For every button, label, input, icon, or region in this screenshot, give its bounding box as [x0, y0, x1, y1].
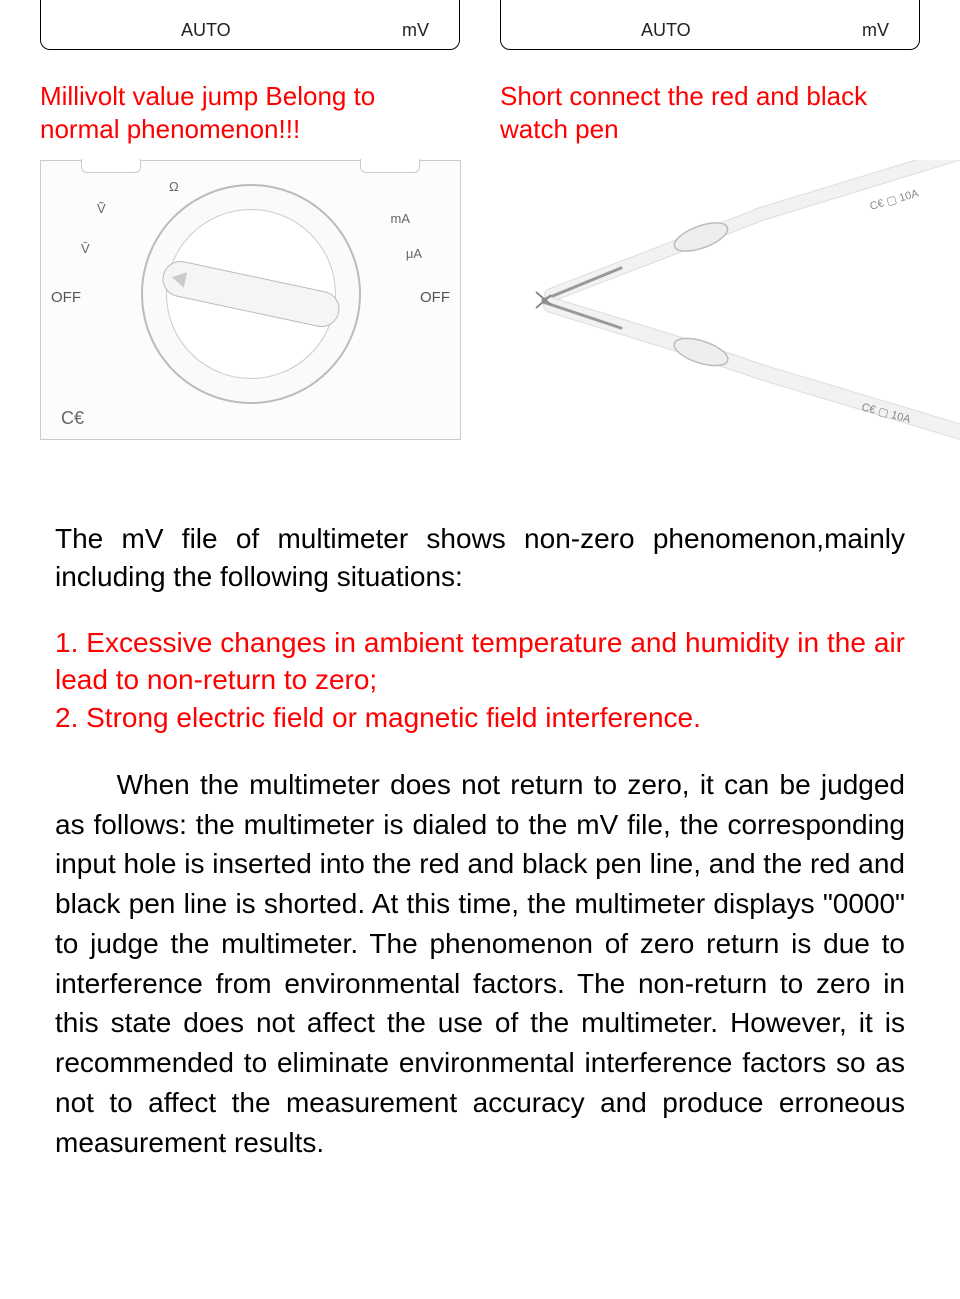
- display-row: AUTO mV AUTO mV: [0, 0, 960, 50]
- body-text: The mV file of multimeter shows non-zero…: [0, 455, 960, 1162]
- dial-ce-mark: C€: [61, 408, 84, 429]
- probes-svg: C€ ▢ 10A C€ ▢ 10A: [501, 160, 960, 450]
- red-causes-list: 1. Excessive changes in ambient temperat…: [55, 624, 905, 737]
- mv-label: mV: [402, 20, 429, 41]
- caption-left: Millivolt value jump Belong to normal ph…: [40, 80, 460, 145]
- dial-ma: mA: [391, 211, 411, 226]
- dial-outer-ring: [141, 184, 361, 404]
- illustrations-row: OFF OFF V͂ V̄ Ω mA μA C€ C€ ▢ 10: [0, 155, 960, 455]
- dial-off-right: OFF: [420, 289, 450, 306]
- cause-2: 2. Strong electric field or magnetic fie…: [55, 699, 905, 737]
- dial-off-left: OFF: [51, 289, 81, 306]
- captions-row: Millivolt value jump Belong to normal ph…: [0, 50, 960, 155]
- auto-label: AUTO: [181, 20, 231, 41]
- display-box-left: AUTO mV: [40, 0, 460, 50]
- dial-ohm: Ω: [169, 179, 179, 194]
- dial-ua: μA: [406, 246, 422, 261]
- auto-label: AUTO: [641, 20, 691, 41]
- probe-top-marking: C€ ▢ 10A: [869, 187, 921, 213]
- main-paragraph: When the multimeter does not return to z…: [55, 765, 905, 1163]
- caption-right: Short connect the red and black watch pe…: [500, 80, 920, 145]
- mv-label: mV: [862, 20, 889, 41]
- display-box-right: AUTO mV: [500, 0, 920, 50]
- intro-paragraph: The mV file of multimeter shows non-zero…: [55, 520, 905, 596]
- tab-left: [81, 159, 141, 173]
- dial-v-tilde: V͂: [97, 201, 106, 216]
- tab-right: [360, 159, 420, 173]
- dial-v-bar: V̄: [81, 241, 90, 256]
- probes-illustration: C€ ▢ 10A C€ ▢ 10A: [501, 160, 920, 440]
- multimeter-dial-illustration: OFF OFF V͂ V̄ Ω mA μA C€: [40, 160, 461, 440]
- cause-1: 1. Excessive changes in ambient temperat…: [55, 624, 905, 700]
